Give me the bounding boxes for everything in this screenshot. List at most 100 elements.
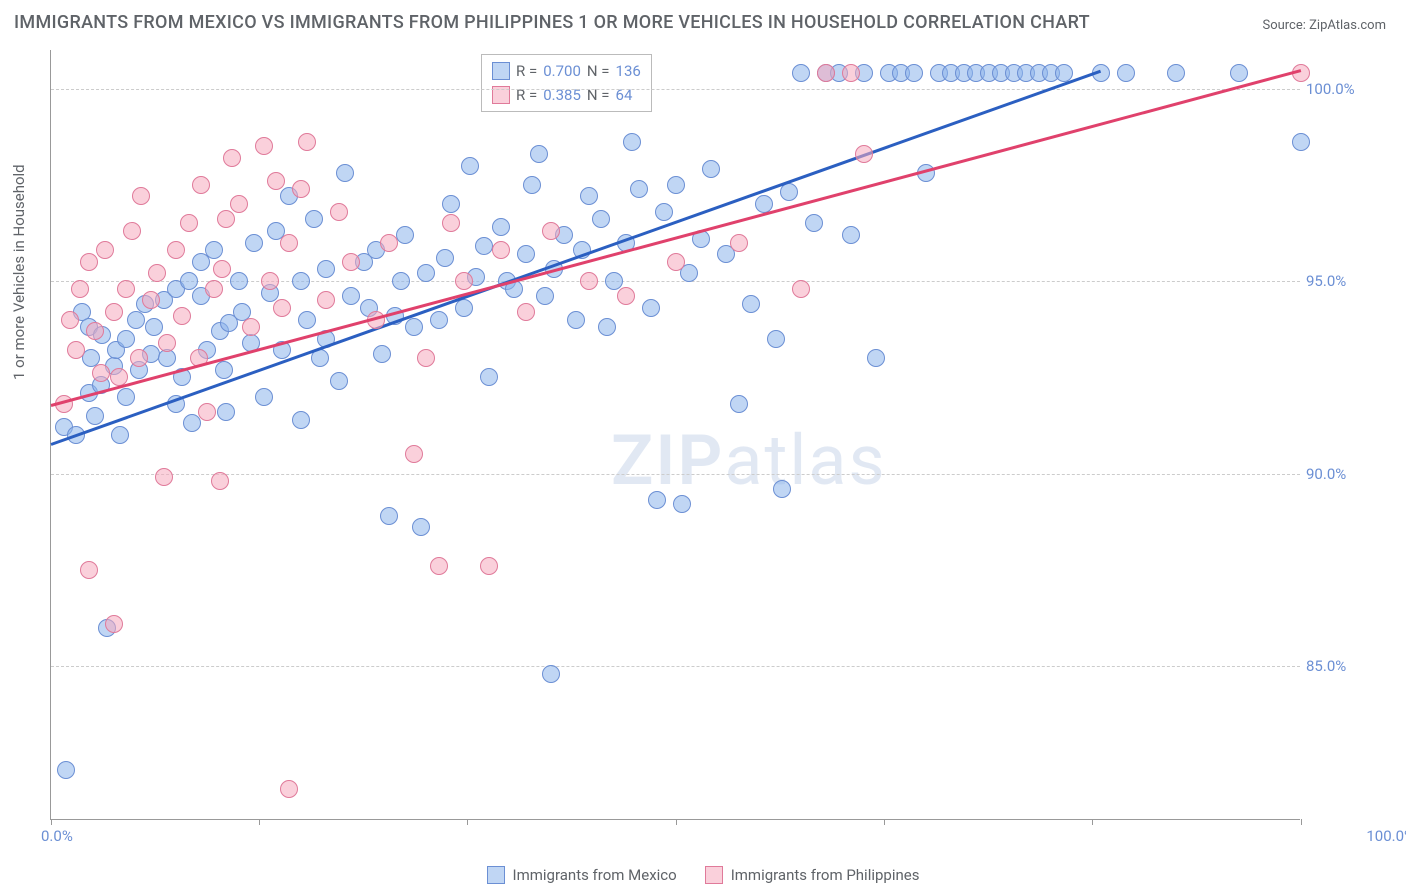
scatter-point: [492, 218, 510, 236]
scatter-point: [742, 295, 760, 313]
y-axis-tick: 95.0%: [1306, 272, 1376, 290]
scatter-point: [430, 311, 448, 329]
scatter-point: [417, 349, 435, 367]
scatter-point: [380, 234, 398, 252]
scatter-point: [148, 264, 166, 282]
x-axis-tick-min: 0.0%: [41, 827, 73, 845]
scatter-point: [298, 311, 316, 329]
scatter-point: [1230, 64, 1248, 82]
source-attribution: Source: ZipAtlas.com: [1262, 18, 1386, 33]
scatter-point: [80, 561, 98, 579]
scatter-point: [245, 234, 263, 252]
scatter-point: [598, 318, 616, 336]
scatter-point: [730, 234, 748, 252]
scatter-point: [67, 341, 85, 359]
scatter-point: [142, 291, 160, 309]
scatter-point: [1167, 64, 1185, 82]
scatter-point: [158, 334, 176, 352]
scatter-point: [242, 318, 260, 336]
scatter-point: [792, 64, 810, 82]
gridline: [51, 474, 1300, 475]
scatter-point: [105, 303, 123, 321]
series-legend: Immigrants from Mexico Immigrants from Ph…: [0, 866, 1406, 884]
scatter-point: [792, 280, 810, 298]
x-axis-tick-mark: [1092, 819, 1093, 825]
scatter-point: [455, 299, 473, 317]
scatter-point: [80, 253, 98, 271]
scatter-point: [605, 272, 623, 290]
scatter-point: [842, 64, 860, 82]
scatter-point: [183, 414, 201, 432]
y-axis-tick: 85.0%: [1306, 657, 1376, 675]
scatter-point: [71, 280, 89, 298]
scatter-point: [230, 272, 248, 290]
scatter-point: [92, 364, 110, 382]
legend-item: Immigrants from Philippines: [705, 866, 920, 884]
scatter-point: [86, 322, 104, 340]
legend-row: R = 0.700 N = 136: [492, 59, 641, 83]
scatter-point: [132, 187, 150, 205]
scatter-point: [817, 64, 835, 82]
scatter-point: [292, 272, 310, 290]
scatter-point: [523, 176, 541, 194]
watermark: ZIPatlas: [611, 420, 887, 502]
scatter-point: [442, 195, 460, 213]
scatter-point: [530, 145, 548, 163]
scatter-point: [392, 272, 410, 290]
scatter-point: [567, 311, 585, 329]
correlation-legend: R = 0.700 N = 136R = 0.385 N = 64: [481, 54, 652, 112]
trend-line: [51, 69, 1302, 407]
scatter-point: [117, 330, 135, 348]
scatter-point: [273, 299, 291, 317]
scatter-point: [623, 133, 641, 151]
scatter-point: [298, 133, 316, 151]
scatter-point: [230, 195, 248, 213]
scatter-point: [730, 395, 748, 413]
scatter-point: [167, 241, 185, 259]
scatter-point: [1117, 64, 1135, 82]
scatter-point: [1292, 133, 1310, 151]
scatter-point: [255, 137, 273, 155]
scatter-point: [542, 222, 560, 240]
scatter-point: [436, 249, 454, 267]
scatter-point: [205, 241, 223, 259]
scatter-point: [655, 203, 673, 221]
scatter-point: [255, 388, 273, 406]
scatter-point: [773, 480, 791, 498]
scatter-point: [117, 388, 135, 406]
scatter-point: [592, 210, 610, 228]
scatter-point: [373, 345, 391, 363]
scatter-point: [158, 349, 176, 367]
scatter-point: [492, 241, 510, 259]
scatter-point: [405, 318, 423, 336]
scatter-point: [480, 368, 498, 386]
scatter-point: [642, 299, 660, 317]
scatter-point: [292, 180, 310, 198]
scatter-point: [405, 445, 423, 463]
scatter-point: [280, 780, 298, 798]
gridline: [51, 666, 1300, 667]
scatter-point: [57, 761, 75, 779]
x-axis-tick-mark: [884, 819, 885, 825]
scatter-point: [217, 403, 235, 421]
scatter-point: [261, 272, 279, 290]
scatter-point: [280, 234, 298, 252]
scatter-point: [342, 287, 360, 305]
scatter-point: [842, 226, 860, 244]
scatter-point: [480, 557, 498, 575]
scatter-point: [342, 253, 360, 271]
scatter-point: [867, 349, 885, 367]
scatter-point: [192, 176, 210, 194]
scatter-point: [155, 468, 173, 486]
scatter-point: [517, 303, 535, 321]
scatter-point: [617, 287, 635, 305]
legend-item: Immigrants from Mexico: [487, 866, 677, 884]
scatter-point: [580, 187, 598, 205]
scatter-point: [215, 361, 233, 379]
scatter-point: [905, 64, 923, 82]
scatter-point: [475, 237, 493, 255]
scatter-point: [213, 260, 231, 278]
scatter-point: [330, 203, 348, 221]
scatter-point: [442, 214, 460, 232]
scatter-point: [780, 183, 798, 201]
